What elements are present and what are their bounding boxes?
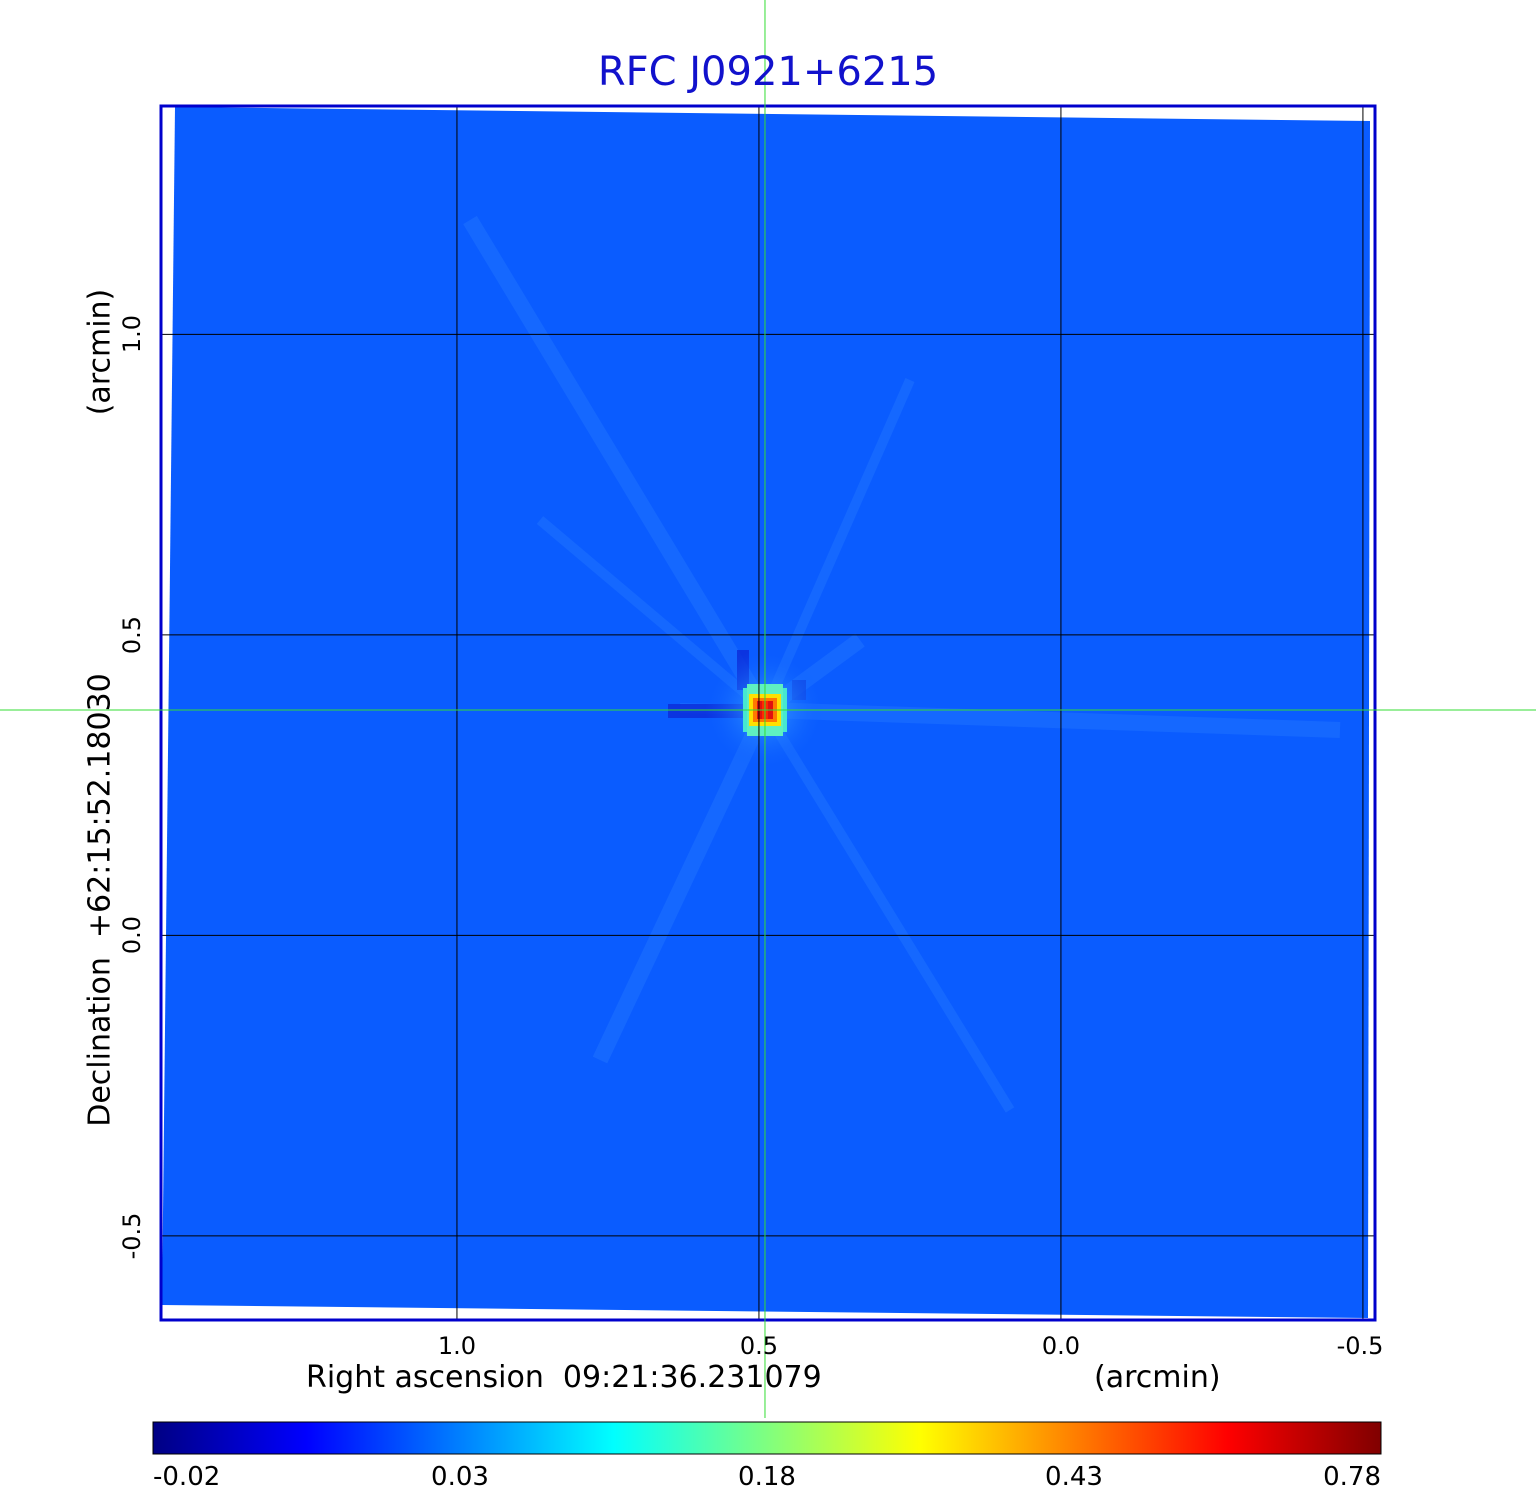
- sidelobe-streak: [592, 706, 773, 1064]
- y-axis-unit: (arcmin): [82, 288, 118, 416]
- x-tick-label: 1.0: [437, 1332, 477, 1360]
- sidelobe-streak: [764, 701, 1341, 738]
- colorbar-tick-label: 0.03: [431, 1462, 489, 1492]
- sidelobe-streak: [760, 707, 1015, 1113]
- colorbar-tick-label: 0.18: [738, 1462, 796, 1492]
- x-axis-label: Right ascension 09:21:36.231079: [306, 1360, 822, 1395]
- x-tick-label: -0.5: [1336, 1332, 1384, 1360]
- x-axis-unit: (arcmin): [1094, 1360, 1221, 1395]
- y-axis-label: Declination +62:15:52.18030: [82, 673, 118, 1127]
- colorbar: [152, 1421, 1382, 1455]
- sidelobe-streak: [463, 215, 772, 715]
- x-tick-label: 0.5: [739, 1332, 779, 1360]
- y-tick-label: -0.5: [118, 1212, 146, 1260]
- y-tick-label: 0.5: [118, 615, 146, 654]
- colorbar-tick-label: -0.02: [153, 1462, 221, 1492]
- plot-frame: [159, 104, 1377, 1322]
- x-tick-label: 0.0: [1041, 1332, 1081, 1360]
- colorbar-tick-label: 0.78: [1323, 1462, 1381, 1492]
- colorbar-tick-label: 0.43: [1045, 1462, 1103, 1492]
- chart-title: RFC J0921+6215: [597, 49, 939, 95]
- y-tick-label: 0.0: [118, 916, 146, 955]
- sidelobe-streak: [760, 377, 915, 713]
- y-tick-label: 1.0: [118, 315, 146, 354]
